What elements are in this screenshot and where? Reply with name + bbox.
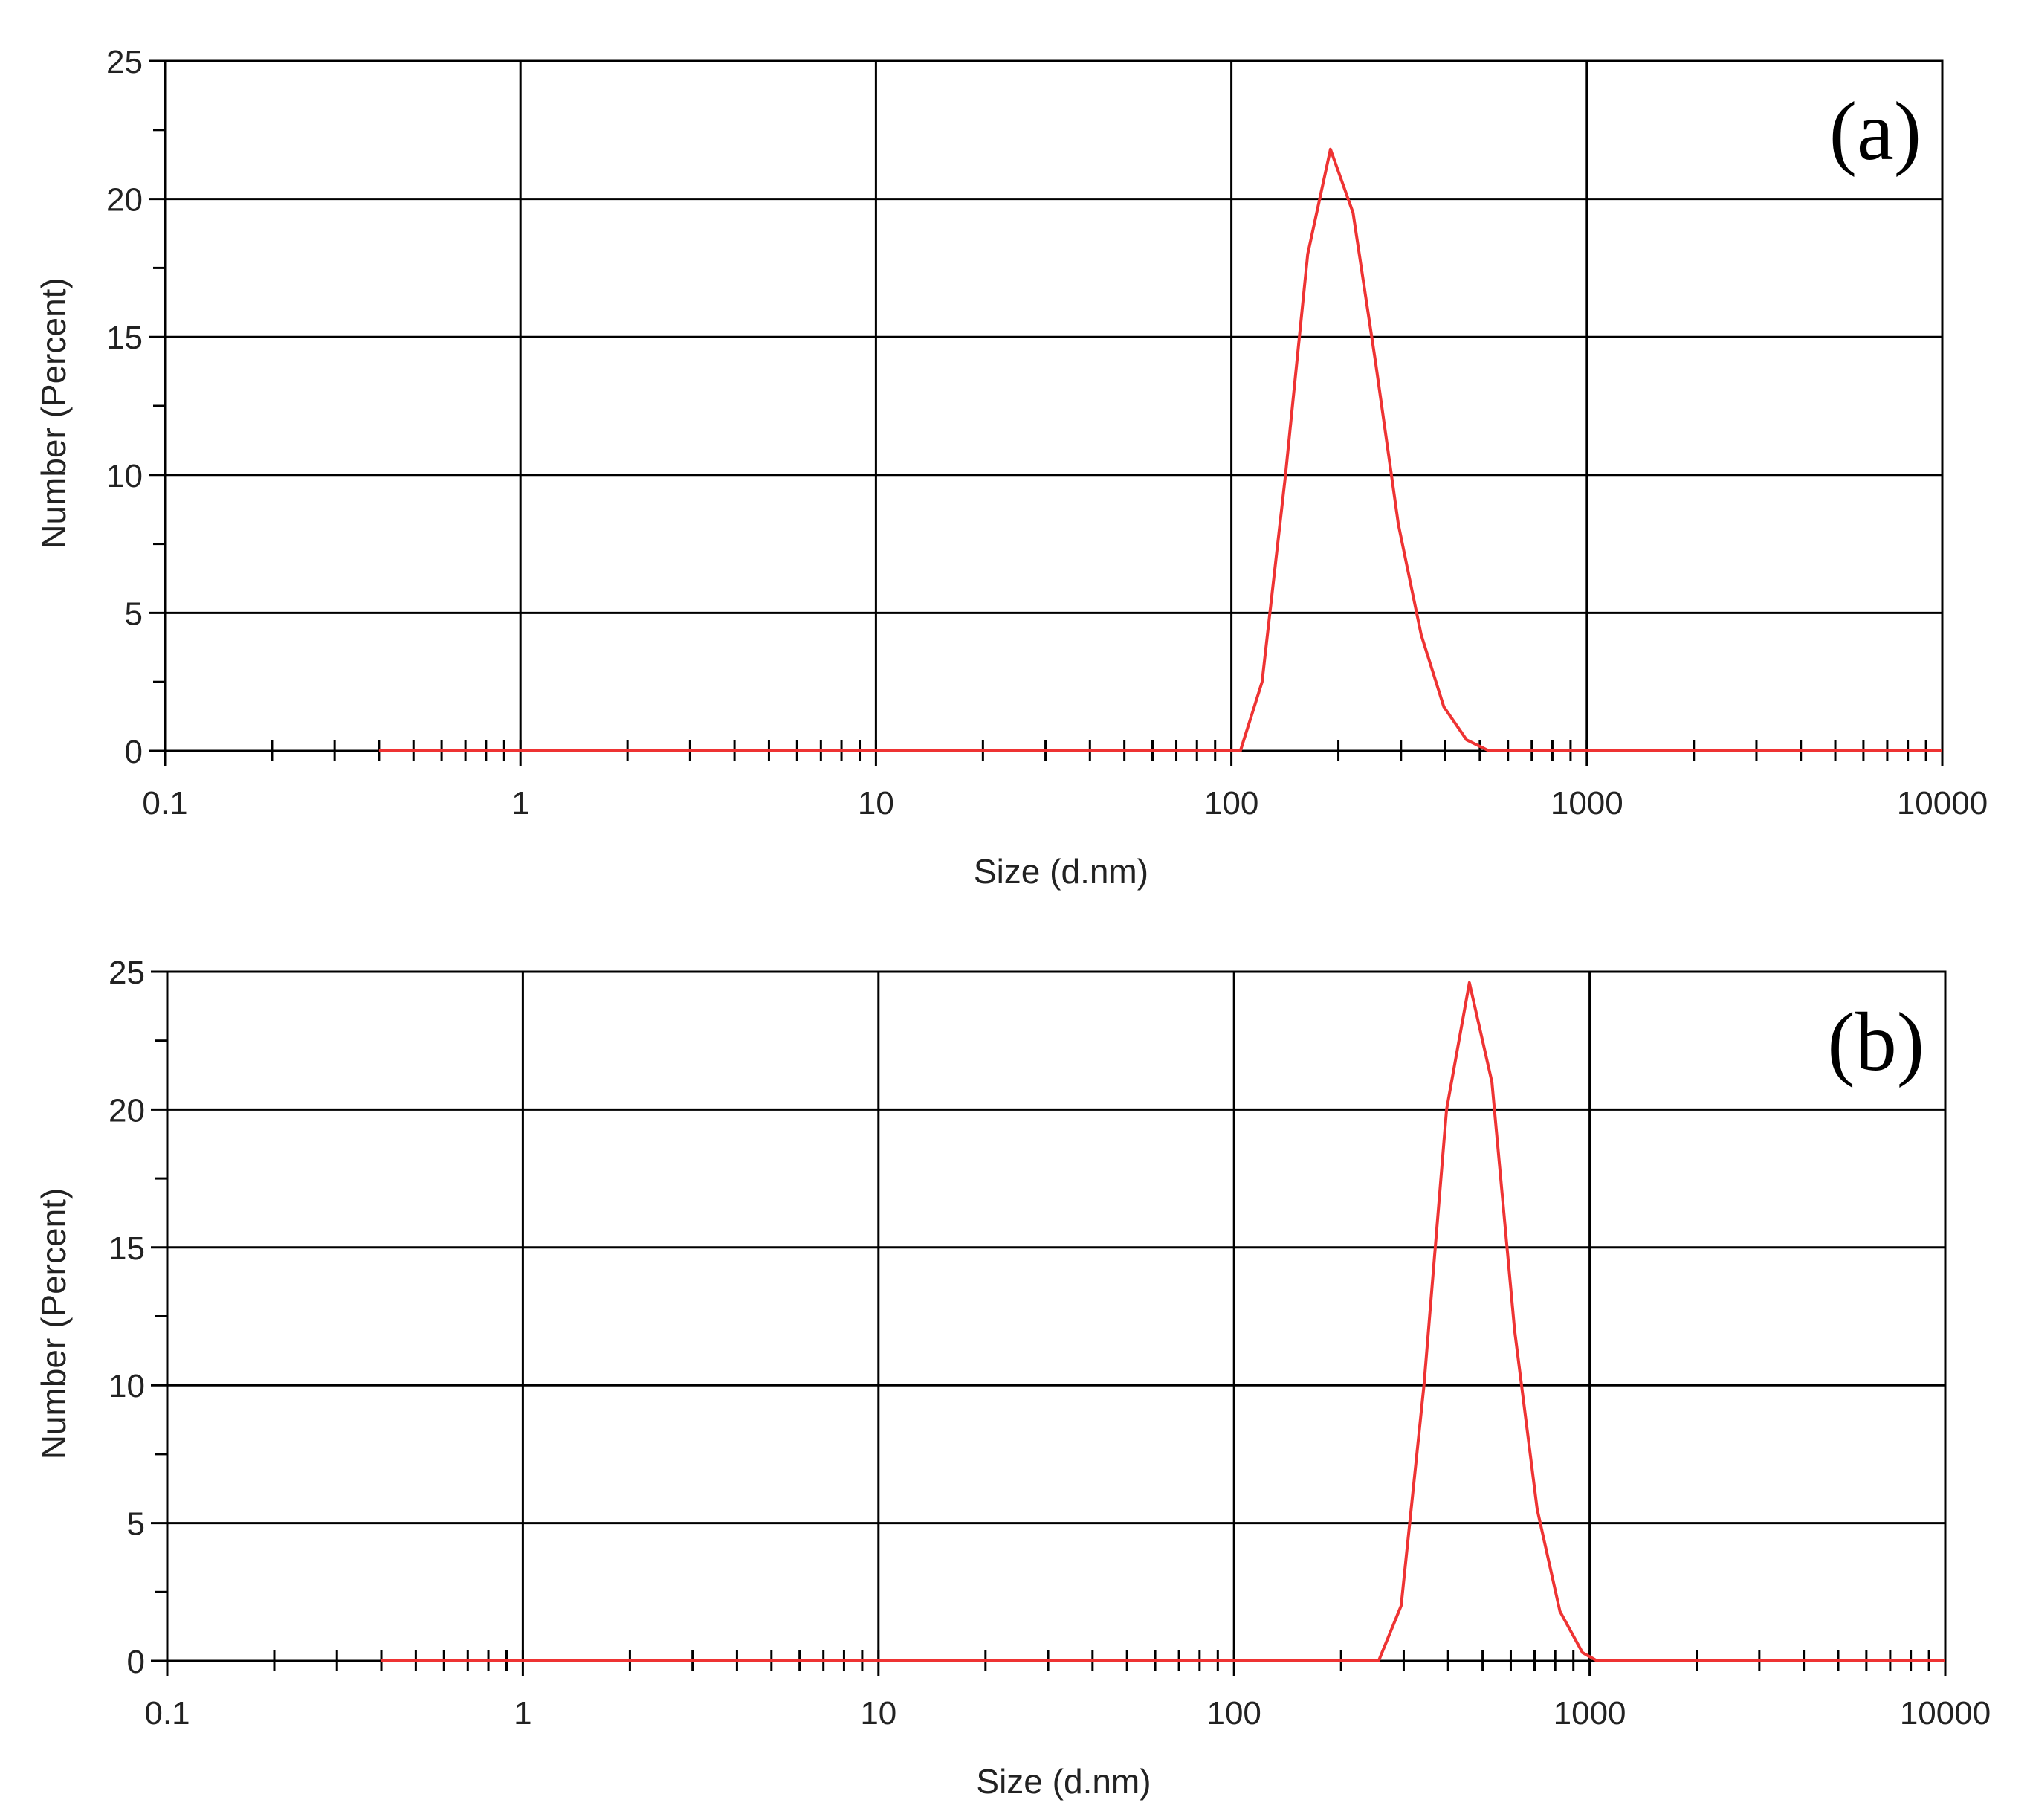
x-tick-label: 10000 — [1897, 785, 1988, 822]
y-tick-label: 20 — [109, 1092, 145, 1129]
x-tick-label: 0.1 — [142, 785, 187, 822]
x-tick-label: 0.1 — [144, 1695, 190, 1732]
y-tick-label: 15 — [106, 320, 143, 356]
x-tick-label: 100 — [1204, 785, 1258, 822]
y-tick-label: 10 — [109, 1368, 145, 1404]
plot-area — [167, 972, 1945, 1661]
x-tick-label: 1000 — [1551, 785, 1623, 822]
chart-panel-b: 0 5 10 15 20 25 0.1 1 10 100 1000 10000 Size (d.nm) N… — [34, 955, 1991, 1801]
y-tick-label: 5 — [127, 1506, 145, 1543]
y-tick-label: 0 — [125, 734, 143, 770]
panel-label: (a) — [1829, 85, 1921, 178]
y-tick-label: 0 — [127, 1644, 145, 1680]
x-tick-label: 100 — [1206, 1695, 1261, 1732]
x-tick-label: 10000 — [1900, 1695, 1991, 1732]
y-axis-label: Number (Percent) — [34, 1188, 73, 1460]
y-tick-label: 25 — [109, 955, 145, 991]
chart-panel-a: 0 5 10 15 20 25 0.1 1 10 100 1000 10000 Size (d.nm) N… — [34, 44, 1988, 891]
x-tick-label: 1000 — [1554, 1695, 1626, 1732]
x-tick-label: 10 — [858, 785, 894, 822]
panel-label: (b) — [1827, 996, 1924, 1088]
x-tick-label: 1 — [511, 785, 529, 822]
y-tick-label: 10 — [106, 458, 143, 494]
plot-area — [165, 61, 1942, 751]
x-axis-label: Size (d.nm) — [974, 852, 1148, 891]
y-tick-label: 20 — [106, 182, 143, 219]
x-axis-label: Size (d.nm) — [976, 1762, 1151, 1801]
series-line — [378, 147, 1942, 752]
y-tick-label: 5 — [125, 596, 143, 632]
x-tick-label: 1 — [514, 1695, 531, 1732]
series-line — [381, 981, 1945, 1662]
y-tick-label: 25 — [106, 44, 143, 80]
y-axis-label: Number (Percent) — [34, 277, 73, 549]
y-tick-label: 15 — [109, 1230, 145, 1267]
x-tick-label: 10 — [860, 1695, 896, 1732]
